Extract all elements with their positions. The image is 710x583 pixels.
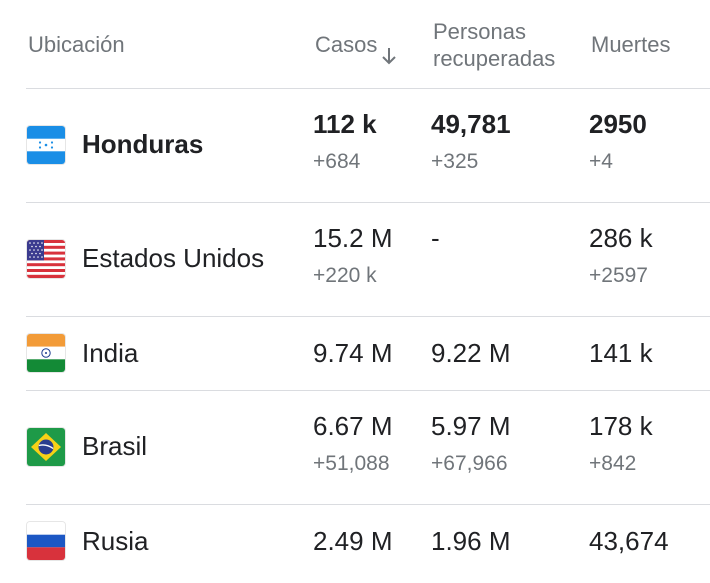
- deaths-value: 141 k: [589, 338, 653, 368]
- recovered-value: 1.96 M: [431, 526, 511, 556]
- deaths-cell: 178 k +842: [589, 411, 653, 477]
- cases-cell: 15.2 M +220 k: [313, 223, 393, 289]
- india-flag-icon: [27, 334, 65, 372]
- recovered-value: -: [431, 223, 440, 253]
- russia-flag-icon: [27, 522, 65, 560]
- cases-cell: 112 k +684: [313, 109, 377, 175]
- cases-value: 112 k: [313, 109, 377, 139]
- recovered-value: 49,781: [431, 109, 511, 139]
- cases-delta: +684: [313, 150, 361, 173]
- cases-cell: 2.49 M: [313, 526, 393, 556]
- deaths-delta: +4: [589, 150, 613, 173]
- country-name: Honduras: [82, 129, 204, 159]
- table-row[interactable]: Estados Unidos 15.2 M +220 k - 286 k +25…: [26, 203, 710, 317]
- cases-value: 9.74 M: [313, 338, 393, 368]
- country-name: Estados Unidos: [82, 243, 265, 273]
- cases-value: 6.67 M: [313, 411, 393, 441]
- header-deaths[interactable]: Muertes: [591, 32, 671, 57]
- table-row[interactable]: India 9.74 M 9.22 M 141 k: [26, 317, 710, 391]
- deaths-value: 178 k: [589, 411, 653, 441]
- recovered-value: 5.97 M: [431, 411, 511, 441]
- header-recovered-line1: Personas: [433, 19, 526, 44]
- cases-cell: 6.67 M +51,088: [313, 411, 393, 477]
- deaths-cell: 43,674: [589, 526, 669, 556]
- deaths-cell: 286 k +2597: [589, 223, 653, 289]
- recovered-value: 9.22 M: [431, 338, 511, 368]
- cases-value: 15.2 M: [313, 223, 393, 253]
- country-name: India: [82, 338, 139, 368]
- deaths-cell: 2950 +4: [589, 109, 647, 175]
- table-row[interactable]: Brasil 6.67 M +51,088 5.97 M +67,966 178…: [26, 391, 710, 505]
- recovered-delta: +325: [431, 150, 479, 173]
- honduras-flag-icon: [27, 126, 65, 164]
- country-name: Rusia: [82, 526, 149, 556]
- deaths-delta: +2597: [589, 264, 648, 287]
- cases-value: 2.49 M: [313, 526, 393, 556]
- recovered-delta: +67,966: [431, 452, 508, 475]
- recovered-cell: 1.96 M: [431, 526, 511, 556]
- deaths-value: 43,674: [589, 526, 669, 556]
- recovered-cell: 9.22 M: [431, 338, 511, 368]
- country-name: Brasil: [82, 431, 148, 461]
- recovered-cell: -: [431, 223, 440, 253]
- usa-flag-icon: [27, 240, 65, 278]
- deaths-value: 2950: [589, 109, 647, 139]
- recovered-cell: 5.97 M +67,966: [431, 411, 511, 477]
- sort-down-arrow-icon: [381, 45, 397, 72]
- header-recovered-line2: recuperadas: [433, 46, 556, 71]
- header-location[interactable]: Ubicación: [28, 32, 125, 57]
- deaths-cell: 141 k: [589, 338, 653, 368]
- cases-delta: +51,088: [313, 452, 390, 475]
- header-cases[interactable]: Casos: [315, 31, 397, 72]
- brazil-flag-icon: [27, 428, 65, 466]
- table-row[interactable]: Rusia 2.49 M 1.96 M 43,674: [26, 505, 710, 575]
- recovered-cell: 49,781 +325: [431, 109, 511, 175]
- header-cases-label: Casos: [315, 32, 378, 57]
- header-recovered[interactable]: Personas recuperadas: [433, 18, 555, 72]
- cases-delta: +220 k: [313, 264, 377, 287]
- table-row[interactable]: Honduras 112 k +684 49,781 +325 2950 +4: [26, 89, 710, 203]
- deaths-value: 286 k: [589, 223, 653, 253]
- deaths-delta: +842: [589, 452, 637, 475]
- table-header: Ubicación Casos Personas recuperadas Mue…: [26, 0, 710, 89]
- cases-cell: 9.74 M: [313, 338, 393, 368]
